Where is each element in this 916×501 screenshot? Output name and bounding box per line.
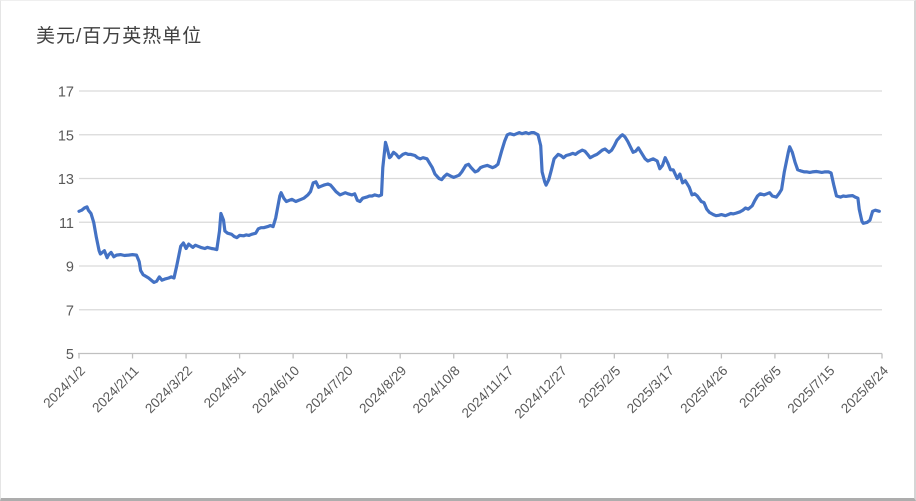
- y-axis-tick-label: 11: [59, 216, 74, 232]
- x-axis-tick-label: 2025/7/15: [785, 363, 838, 416]
- x-axis-tick-label: 2025/6/5: [736, 363, 784, 411]
- x-axis-tick-label: 2024/8/29: [356, 363, 409, 416]
- x-axis-tick-label: 2024/6/10: [249, 363, 302, 416]
- y-axis-tick-label: 17: [58, 85, 74, 101]
- y-axis-tick-label: 5: [66, 347, 74, 363]
- y-axis-tick-label: 13: [58, 172, 74, 188]
- x-axis-tick-label: 2024/3/22: [142, 363, 195, 416]
- x-axis-tick-label: 2024/2/11: [89, 363, 141, 415]
- x-axis-tick-label: 2025/4/26: [677, 363, 730, 416]
- x-axis-tick-label: 2024/1/2: [40, 363, 88, 411]
- x-axis-tick-label: 2024/10/8: [410, 363, 463, 416]
- x-axis-tick-label: 2025/2/5: [576, 363, 624, 411]
- y-axis-tick-label: 9: [66, 260, 74, 276]
- x-axis-tick-label: 2024/12/27: [512, 363, 570, 421]
- x-axis-tick-label: 2024/5/1: [201, 363, 249, 411]
- y-axis-tick-label: 15: [58, 128, 74, 144]
- x-axis-tick-label: 2024/7/20: [303, 363, 356, 416]
- x-axis-tick-label: 2024/11/17: [459, 363, 517, 421]
- x-axis-tick-label: 2025/3/17: [624, 363, 677, 416]
- x-axis-tick-label: 2025/8/24: [838, 363, 891, 416]
- price-line: [77, 131, 881, 284]
- y-axis-tick-label: 7: [66, 303, 74, 319]
- chart-title: 美元/百万英热单位: [36, 26, 203, 47]
